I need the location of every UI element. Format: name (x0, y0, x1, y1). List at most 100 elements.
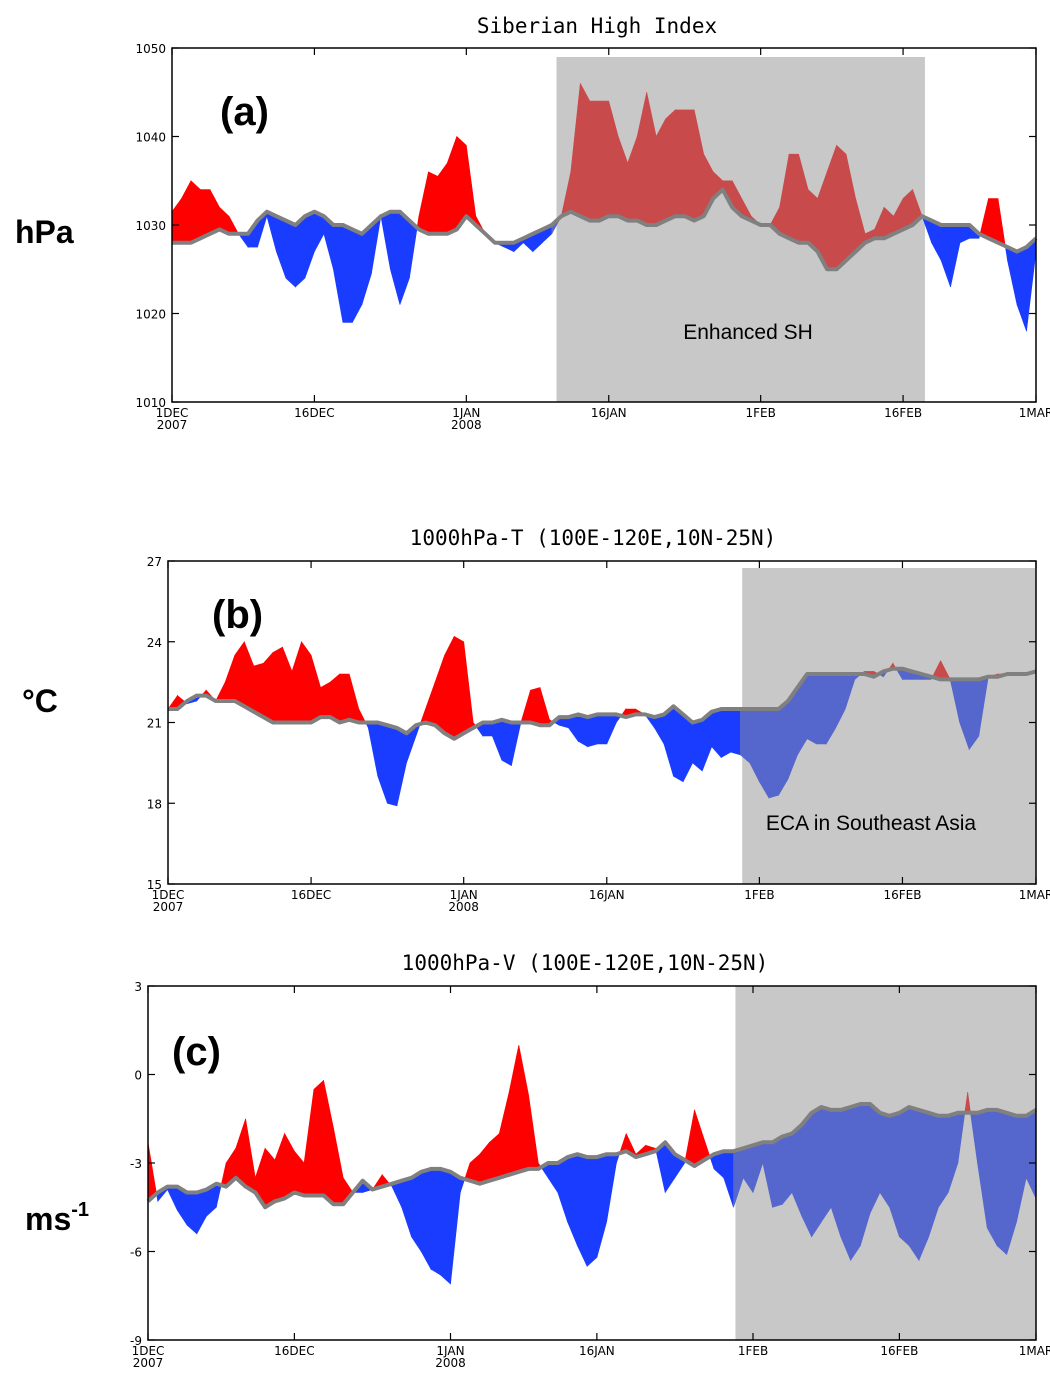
negative-anomaly-fill (932, 221, 942, 261)
negative-anomaly-fill (812, 1107, 822, 1237)
x-tick-label: 16FEB (884, 406, 922, 420)
negative-anomaly-fill (987, 1110, 997, 1246)
x-tick-year-label: 2008 (435, 1356, 466, 1370)
negative-anomaly-fill (655, 714, 665, 744)
negative-anomaly-fill (587, 1157, 597, 1266)
positive-anomaly-fill (685, 1110, 694, 1166)
y-tick-label: 3 (134, 980, 142, 994)
positive-anomaly-fill (464, 642, 474, 734)
positive-anomaly-fill (590, 101, 600, 221)
positive-anomaly-fill (168, 696, 178, 709)
positive-anomaly-fill (294, 1151, 304, 1195)
negative-anomaly-fill (951, 225, 961, 287)
panel-b-ylabel: °C (22, 683, 58, 719)
negative-anomaly-fill (1017, 247, 1027, 331)
x-tick-label: 16JAN (589, 888, 625, 902)
positive-anomaly-fill (445, 636, 455, 738)
y-tick-label: -6 (130, 1246, 142, 1260)
panel-a-shade-annotation: Enhanced SH (683, 321, 813, 344)
positive-anomaly-fill (521, 690, 531, 722)
negative-anomaly-fill (841, 1107, 851, 1260)
positive-anomaly-fill (998, 199, 1005, 247)
positive-anomaly-fill (201, 190, 211, 239)
x-tick-year-label: 2007 (133, 1356, 164, 1370)
positive-anomaly-fill (466, 145, 476, 225)
positive-anomaly-fill (330, 674, 340, 723)
negative-anomaly-fill (276, 216, 286, 278)
positive-anomaly-fill (191, 181, 201, 243)
positive-anomaly-fill (273, 647, 283, 722)
positive-anomaly-fill (235, 642, 245, 707)
negative-anomaly-fill (187, 1193, 197, 1234)
positive-anomaly-fill (283, 647, 293, 722)
positive-anomaly-fill (837, 145, 847, 269)
negative-anomaly-fill (597, 714, 607, 744)
negative-anomaly-fill (352, 229, 362, 322)
panel-c-ylabel: ms-1 (25, 1199, 89, 1237)
positive-anomaly-fill (244, 642, 254, 712)
positive-anomaly-fill (321, 682, 331, 717)
positive-anomaly-fill (311, 655, 321, 722)
positive-anomaly-fill (182, 181, 192, 243)
panel-a-shade-region (557, 57, 925, 402)
negative-anomaly-fill (597, 1154, 607, 1257)
positive-anomaly-fill (216, 682, 226, 701)
positive-anomaly-fill (789, 154, 799, 243)
negative-anomaly-fill (412, 1172, 422, 1252)
y-tick-label: 21 (147, 717, 162, 731)
x-tick-label: 1MAR (1019, 1344, 1050, 1358)
negative-anomaly-fill (368, 723, 378, 777)
panel-c-meridional-wind: -9-6-303 1DEC200716DEC 1JAN200816JAN 1FEB 1… (25, 951, 1050, 1370)
negative-anomaly-fill (664, 706, 674, 776)
y-tick-label: 27 (147, 555, 162, 569)
positive-anomaly-fill (265, 1148, 275, 1207)
positive-anomaly-fill (221, 1163, 226, 1187)
positive-anomaly-fill (302, 642, 312, 723)
positive-anomaly-fill (304, 1089, 314, 1195)
x-tick-label: 16FEB (883, 888, 921, 902)
positive-anomaly-fill (540, 688, 550, 726)
negative-anomaly-fill (333, 225, 343, 322)
panel-b-shade-annotation: ECA in Southeast Asia (766, 812, 976, 835)
negative-anomaly-fill (769, 709, 779, 798)
x-tick-label: 1MAR (1019, 888, 1050, 902)
x-tick-label: 16DEC (291, 888, 331, 902)
positive-anomaly-fill (263, 653, 273, 723)
negative-anomaly-fill (431, 1169, 441, 1275)
positive-anomaly-fill (529, 1095, 539, 1169)
negative-anomaly-fill (821, 1107, 831, 1222)
negative-anomaly-fill (773, 1137, 783, 1208)
positive-anomaly-fill (324, 1080, 334, 1204)
positive-anomaly-fill (426, 682, 436, 725)
positive-anomaly-fill (675, 110, 685, 216)
y-tick-label: 1020 (135, 308, 166, 322)
x-tick-label: 16JAN (591, 406, 627, 420)
negative-anomaly-fill (588, 714, 598, 746)
negative-anomaly-fill (817, 674, 827, 744)
positive-anomaly-fill (490, 1134, 500, 1181)
negative-anomaly-fill (390, 212, 400, 305)
positive-anomaly-fill (229, 216, 239, 234)
negative-anomaly-fill (724, 1151, 734, 1207)
y-tick-label: -3 (130, 1157, 142, 1171)
negative-anomaly-fill (909, 1107, 919, 1260)
negative-anomaly-fill (960, 225, 970, 243)
x-tick-label: 1MAR (1019, 406, 1050, 420)
positive-anomaly-fill (447, 137, 457, 234)
positive-anomaly-fill (172, 199, 182, 243)
negative-anomaly-fill (402, 1178, 412, 1237)
x-tick-label: 1FEB (745, 406, 775, 420)
negative-anomaly-fill (492, 720, 502, 760)
positive-anomaly-fill (499, 1092, 509, 1178)
positive-anomaly-fill (340, 674, 350, 723)
negative-anomaly-fill (938, 1116, 948, 1208)
positive-anomaly-fill (428, 172, 437, 234)
x-tick-label: 16DEC (274, 1344, 314, 1358)
positive-anomaly-fill (599, 101, 608, 221)
shade-rect (557, 57, 925, 402)
panel-c-title: 1000hPa-V (100E-120E,10N-25N) (402, 951, 769, 975)
x-tick-year-label: 2008 (451, 418, 482, 432)
x-tick-label: 1FEB (738, 1344, 768, 1358)
negative-anomaly-fill (607, 1154, 617, 1222)
